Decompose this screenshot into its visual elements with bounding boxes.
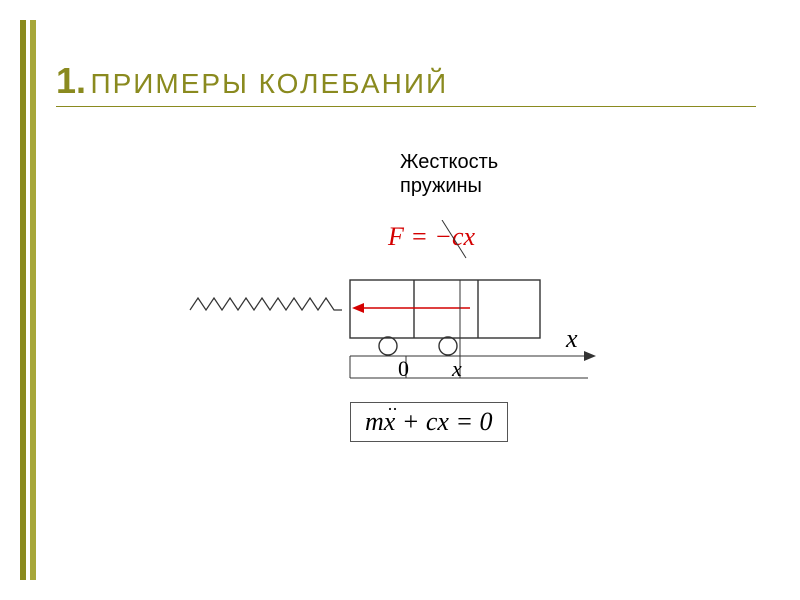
sidebar-stripe-1 bbox=[20, 20, 26, 580]
ddot-icon: ·· bbox=[387, 399, 397, 420]
slide: 1. ПРИМЕРЫ КОЛЕБАНИЙ Жесткость пружины F… bbox=[0, 0, 800, 600]
cart bbox=[350, 280, 540, 355]
spring-icon bbox=[190, 298, 342, 310]
motion-equation: ·· mx + cx = 0 bbox=[350, 402, 508, 442]
axis-x-label: x bbox=[566, 324, 578, 354]
cart-body bbox=[350, 280, 540, 338]
title-underline bbox=[56, 106, 756, 107]
wheel-2 bbox=[439, 337, 457, 355]
slide-title: 1. ПРИМЕРЫ КОЛЕБАНИЙ bbox=[56, 60, 756, 102]
tick-x-label: x bbox=[452, 356, 462, 382]
stiffness-label-line2: пружины bbox=[400, 174, 498, 198]
sidebar-stripe-2 bbox=[30, 20, 36, 580]
title-text: ПРИМЕРЫ КОЛЕБАНИЙ bbox=[90, 68, 448, 99]
stiffness-label-line1: Жесткость bbox=[400, 150, 498, 174]
platform-axis bbox=[350, 280, 596, 378]
title-number: 1. bbox=[56, 60, 86, 101]
force-arrow bbox=[352, 303, 470, 313]
stiffness-label: Жесткость пружины bbox=[400, 150, 498, 198]
motion-equation-text: mx + cx = 0 bbox=[365, 407, 493, 436]
wheel-1 bbox=[379, 337, 397, 355]
tick-zero-label: 0 bbox=[398, 356, 409, 382]
pointer-line bbox=[442, 220, 466, 258]
accent-sidebar bbox=[20, 20, 36, 580]
